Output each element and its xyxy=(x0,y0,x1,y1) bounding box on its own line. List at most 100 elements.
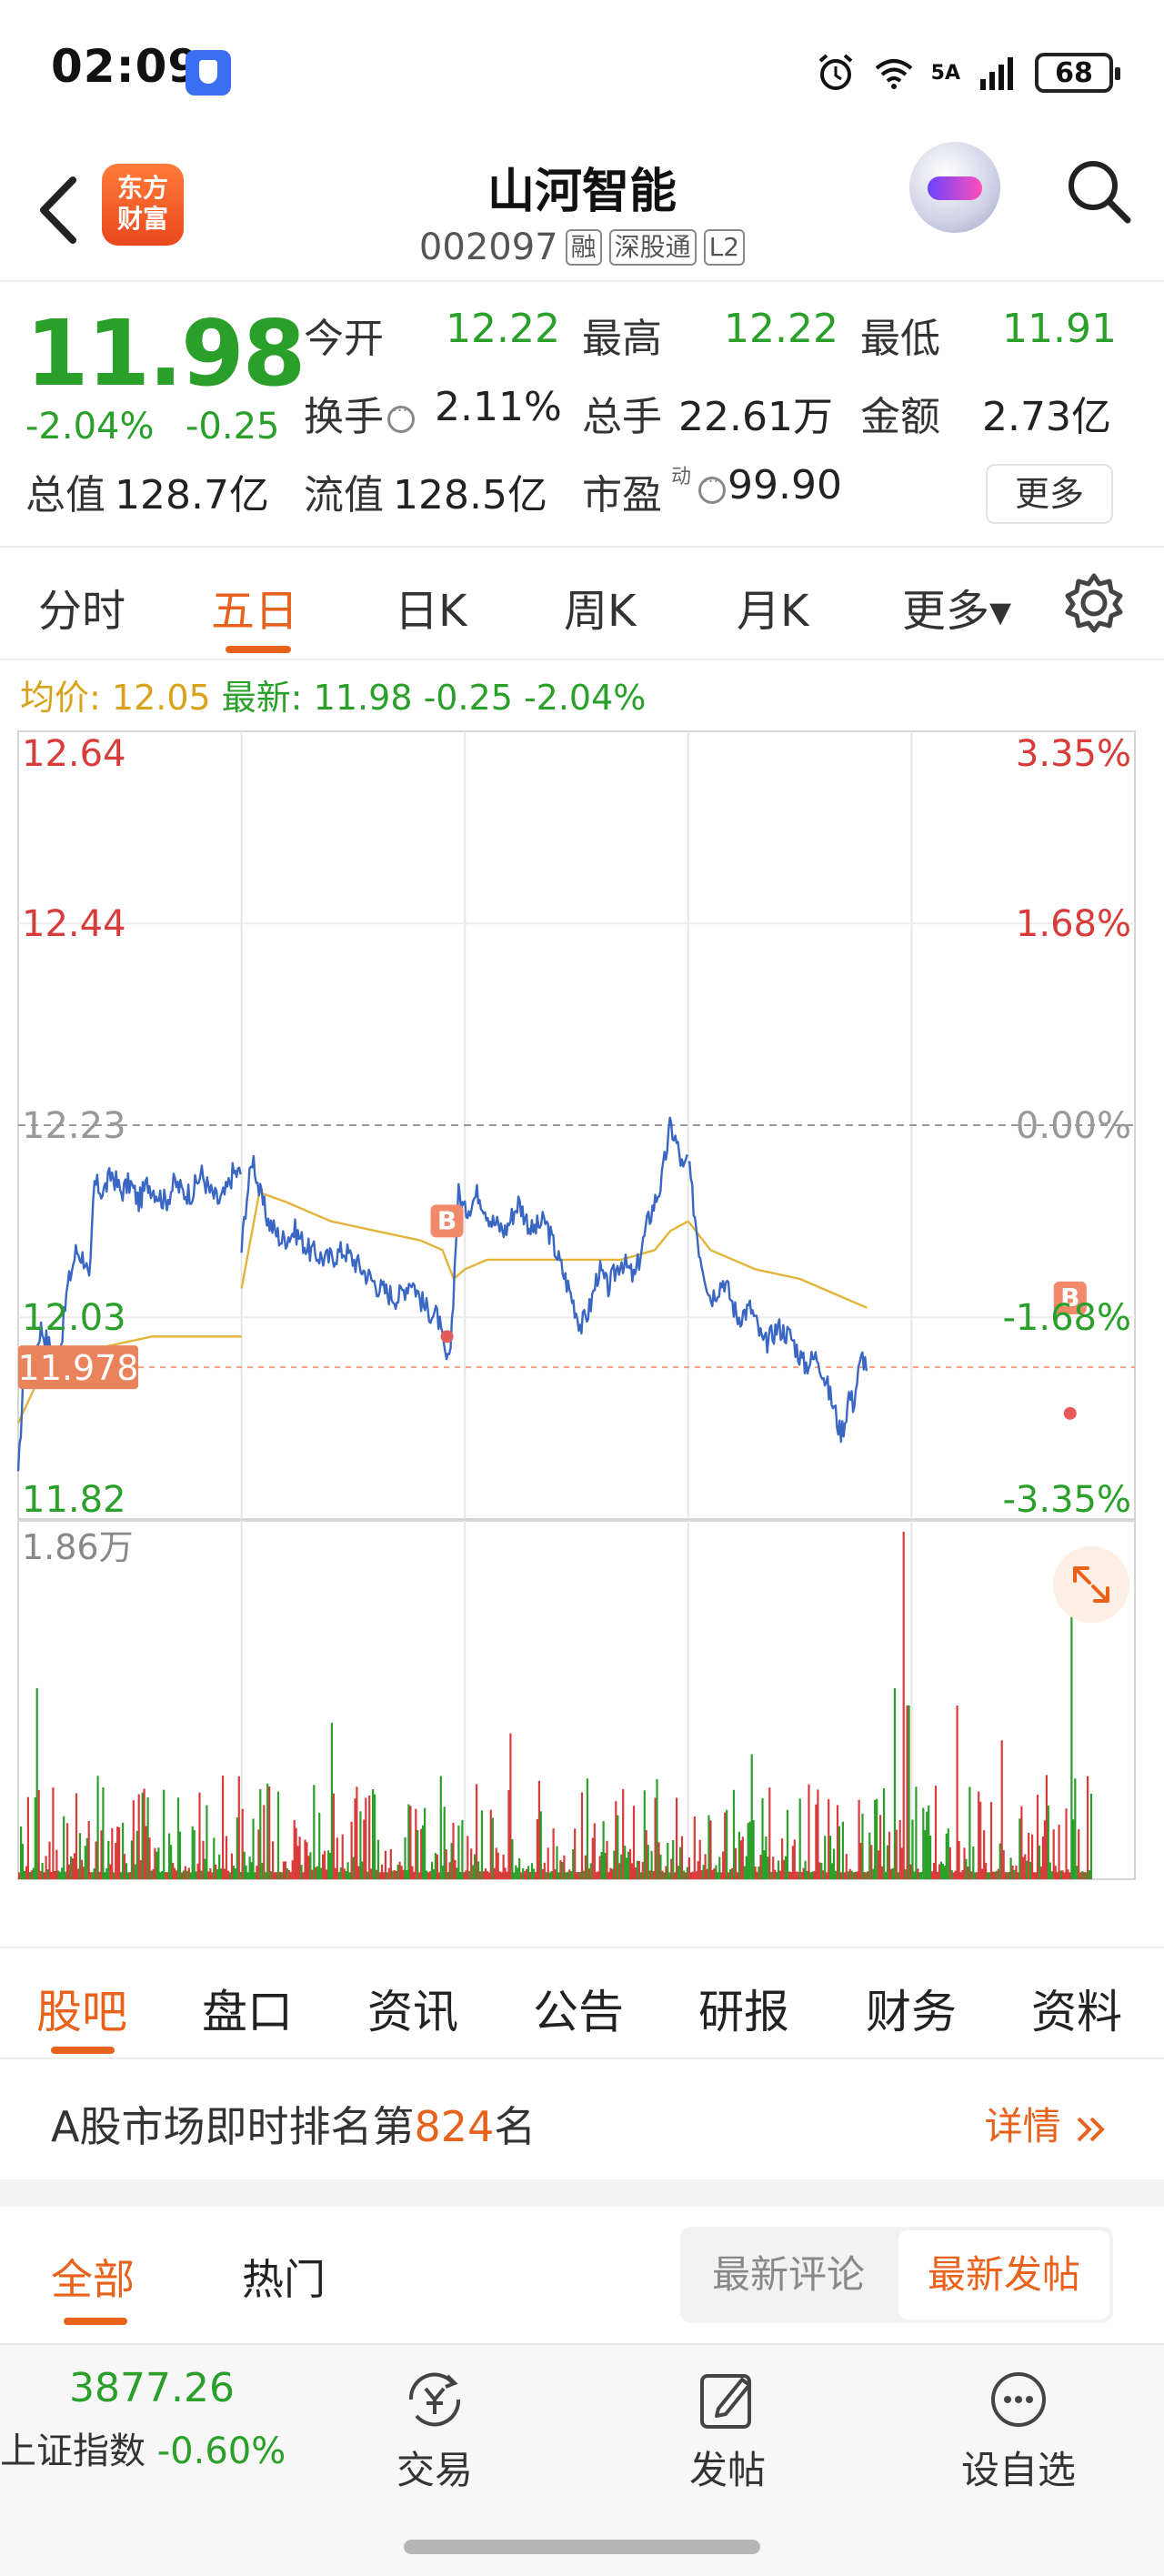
volume-bar xyxy=(366,1871,369,1879)
volume-bar xyxy=(95,1841,97,1879)
volume-bar xyxy=(186,1870,188,1879)
volume-bar xyxy=(304,1839,306,1879)
volume-bar xyxy=(237,1776,240,1879)
tab-announcements[interactable]: 公告 xyxy=(533,1986,624,2038)
volume-bar xyxy=(372,1789,375,1879)
volume-bar xyxy=(684,1872,687,1879)
assistant-robot-icon[interactable] xyxy=(909,142,1000,233)
volume-bar xyxy=(637,1861,640,1879)
tab-news[interactable]: 资讯 xyxy=(367,1986,458,2038)
nav-post[interactable]: 发帖 xyxy=(655,2363,800,2495)
tab-forum[interactable]: 股吧 xyxy=(36,1986,127,2038)
volume-bar xyxy=(80,1859,83,1879)
volume-bar xyxy=(332,1793,335,1879)
volume-bar xyxy=(767,1857,769,1879)
turnover-label: 换手 xyxy=(304,384,418,442)
volume-bar xyxy=(515,1865,517,1879)
volume-bar xyxy=(617,1815,619,1879)
market-rank-row[interactable]: A股市场即时排名第824名 详情 xyxy=(0,2061,1164,2179)
volume-bar xyxy=(182,1870,185,1879)
volume-bar xyxy=(132,1800,135,1879)
rank-detail-link[interactable]: 详情 xyxy=(985,2096,1109,2151)
volume-bar xyxy=(900,1847,903,1879)
tab-monthly-k[interactable]: 月K xyxy=(737,586,809,637)
volume-bar xyxy=(548,1872,551,1879)
tab-five-day[interactable]: 五日 xyxy=(211,586,299,637)
search-icon[interactable] xyxy=(1062,155,1135,227)
volume-bar xyxy=(54,1871,56,1879)
volume-bar xyxy=(152,1868,155,1879)
volume-bar xyxy=(104,1872,106,1879)
high-label: 最高 xyxy=(582,316,662,362)
volume-bar xyxy=(123,1854,126,1879)
volume-bar xyxy=(1059,1870,1062,1879)
volume-label: 总手 xyxy=(582,394,662,440)
trade-markers: BB xyxy=(430,1204,1087,1420)
volume-bar xyxy=(100,1830,103,1879)
volume-bar xyxy=(872,1868,875,1879)
volume-bar xyxy=(287,1870,290,1879)
volume-bar xyxy=(468,1870,471,1879)
volume-bar xyxy=(71,1858,75,1879)
sort-latest-post[interactable]: 最新发帖 xyxy=(898,2230,1109,2319)
volume-bar xyxy=(55,1849,58,1879)
tab-research[interactable]: 研报 xyxy=(698,1986,789,2038)
volume-bar xyxy=(272,1841,275,1879)
amount-value: 2.73亿 xyxy=(982,394,1111,440)
volume-bar xyxy=(202,1840,205,1879)
volume-bar xyxy=(170,1845,173,1879)
volume-bar xyxy=(209,1867,212,1879)
volume-bar xyxy=(650,1850,653,1879)
back-arrow-icon[interactable] xyxy=(27,169,91,251)
pe-info-icon[interactable] xyxy=(698,472,726,504)
volume-bar xyxy=(998,1843,1001,1879)
nav-watchlist[interactable]: 设自选 xyxy=(946,2363,1091,2495)
volume-bar xyxy=(530,1863,534,1879)
gear-icon[interactable] xyxy=(1062,571,1126,635)
more-quote-button[interactable]: 更多 xyxy=(986,464,1113,524)
volume-bar xyxy=(380,1864,384,1879)
volume-bar xyxy=(165,1872,167,1879)
volume-bar xyxy=(895,1829,898,1879)
tab-order-book[interactable]: 盘口 xyxy=(202,1986,293,2038)
volume-bar xyxy=(522,1868,525,1879)
expand-button[interactable] xyxy=(1053,1546,1129,1623)
volume-bar xyxy=(437,1872,440,1879)
volume-bar xyxy=(886,1845,889,1879)
volume-bar xyxy=(527,1866,530,1879)
five-day-chart[interactable]: BB 12.6412.4412.2312.0311.823.35%1.68%0.… xyxy=(0,719,1164,1892)
volume-bar xyxy=(484,1868,487,1879)
tab-daily-k[interactable]: 日K xyxy=(395,586,467,637)
rank-prefix: A股市场即时排名第 xyxy=(51,2102,415,2151)
sort-latest-comment[interactable]: 最新评论 xyxy=(711,2252,865,2297)
volume-bar xyxy=(1029,1861,1032,1879)
volume-bar xyxy=(493,1867,496,1879)
filter-hot[interactable]: 热门 xyxy=(242,2255,326,2304)
current-price-tag xyxy=(18,1345,138,1390)
volume-bar xyxy=(472,1865,475,1879)
volume-bar xyxy=(922,1807,925,1879)
info-icon[interactable] xyxy=(387,401,415,433)
volume-bar xyxy=(376,1869,378,1879)
volume-bar xyxy=(843,1872,846,1879)
volume-bar xyxy=(587,1868,590,1879)
volume-bar xyxy=(168,1833,171,1879)
filter-all[interactable]: 全部 xyxy=(51,2255,135,2304)
volume-bar xyxy=(897,1872,899,1879)
tab-intraday[interactable]: 分时 xyxy=(38,586,126,637)
volume-bar xyxy=(611,1868,614,1879)
price-axis-label: 12.44 xyxy=(22,903,126,945)
volume-bar xyxy=(597,1871,599,1879)
volume-bar xyxy=(422,1825,425,1879)
volume-bar xyxy=(811,1871,814,1879)
app-logo[interactable]: 东方 财富 xyxy=(102,164,184,246)
nav-trade[interactable]: 交易 xyxy=(362,2363,507,2495)
nav-post-label: 发帖 xyxy=(688,2448,766,2492)
tab-more[interactable]: 更多▾ xyxy=(902,586,1012,637)
volume-bar xyxy=(627,1851,630,1879)
volume-bar xyxy=(991,1871,994,1879)
tab-profile[interactable]: 资料 xyxy=(1031,1986,1122,2038)
tab-weekly-k[interactable]: 周K xyxy=(564,586,637,637)
tab-finance[interactable]: 财务 xyxy=(866,1986,957,2038)
volume-bar xyxy=(578,1872,582,1879)
